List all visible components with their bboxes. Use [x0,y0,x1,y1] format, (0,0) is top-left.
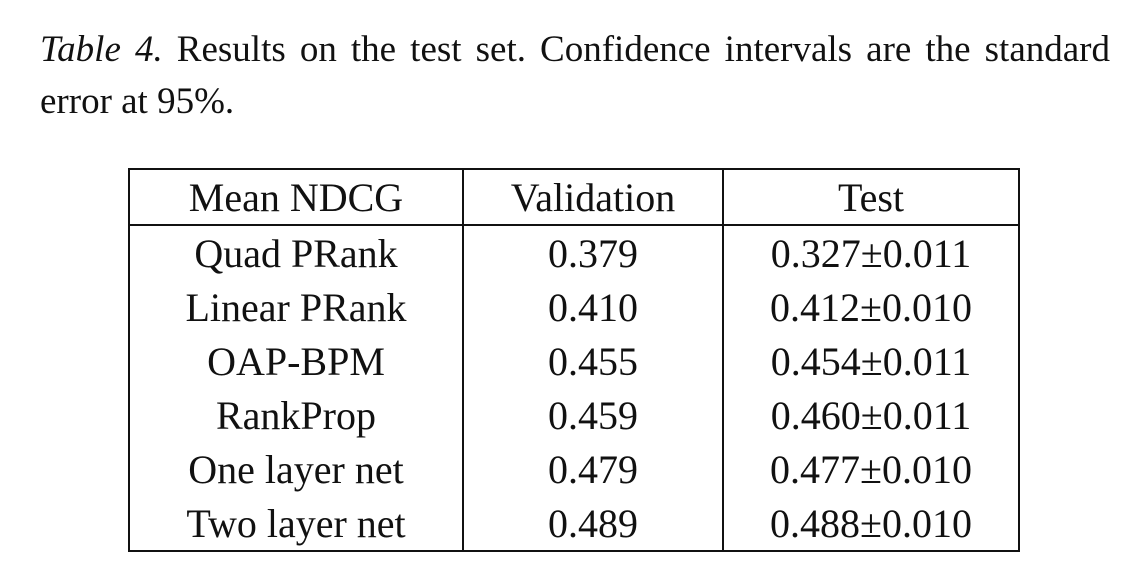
cell-test: 0.460±0.011 [722,388,1020,442]
table-caption-label: Table 4. [40,29,163,70]
table-row: OAP-BPM 0.455 0.454±0.011 [128,334,1020,388]
cell-test: 0.412±0.010 [722,280,1020,334]
cell-validation: 0.410 [462,280,724,334]
cell-method: One layer net [128,442,464,496]
cell-validation: 0.479 [462,442,724,496]
cell-method: Quad PRank [128,225,464,280]
table-row: Quad PRank 0.379 0.327±0.011 [128,225,1020,280]
column-header-validation: Validation [462,168,724,226]
table-caption: Table 4. Results on the test set. Confid… [40,24,1110,128]
cell-test: 0.477±0.010 [722,442,1020,496]
cell-test: 0.327±0.011 [722,225,1020,280]
cell-test: 0.454±0.011 [722,334,1020,388]
cell-validation: 0.489 [462,496,724,552]
cell-validation: 0.459 [462,388,724,442]
results-table: Mean NDCG Validation Test Quad PRank 0.3… [128,168,1020,552]
table-row: Two layer net 0.489 0.488±0.010 [128,496,1020,552]
cell-method: Linear PRank [128,280,464,334]
cell-validation: 0.379 [462,225,724,280]
table-caption-text: Results on the test set. Confidence inte… [40,29,1111,122]
column-header-test: Test [722,168,1020,226]
table-row: RankProp 0.459 0.460±0.011 [128,388,1020,442]
cell-method: Two layer net [128,496,464,552]
cell-validation: 0.455 [462,334,724,388]
column-header-method: Mean NDCG [128,168,464,226]
table-header-row: Mean NDCG Validation Test [128,168,1020,226]
table-row: Linear PRank 0.410 0.412±0.010 [128,280,1020,334]
cell-method: RankProp [128,388,464,442]
cell-method: OAP-BPM [128,334,464,388]
table-row: One layer net 0.479 0.477±0.010 [128,442,1020,496]
cell-test: 0.488±0.010 [722,496,1020,552]
